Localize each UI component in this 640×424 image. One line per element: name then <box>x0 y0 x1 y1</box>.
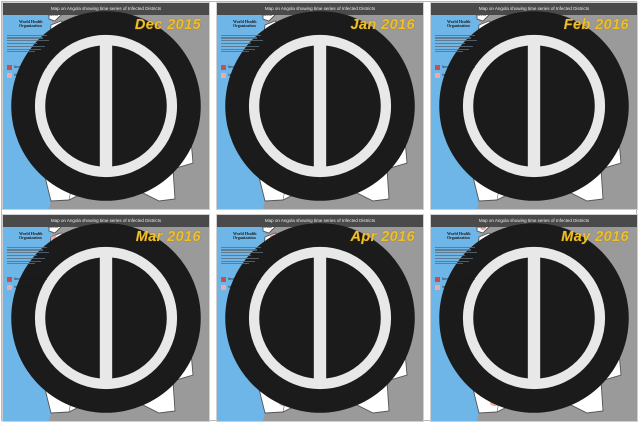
legend-label: Infected Districts <box>14 285 38 289</box>
who-emblem-icon <box>439 11 629 201</box>
legend-label: Infected Districts <box>228 285 252 289</box>
panel-caption: Map on Angola showing time series of Inf… <box>217 3 423 15</box>
map-panel: CabindaZaireUigeBengoLuandaCuanza NorteM… <box>217 3 423 209</box>
legend-label: Newly infected Districts <box>442 277 475 281</box>
who-emblem-icon <box>225 11 415 201</box>
org-name: World Health Organization <box>447 19 471 29</box>
info-text-block <box>435 33 477 54</box>
panel-caption: Map on Angola showing time series of Inf… <box>217 215 423 227</box>
org-name: World Health Organization <box>233 19 257 29</box>
info-text-block <box>7 245 49 266</box>
legend-label: Infected Districts <box>228 73 252 77</box>
org-name: World Health Organization <box>233 231 257 241</box>
legend-entry: Infected Districts <box>435 283 479 291</box>
legend-swatch <box>221 72 226 78</box>
legend-entry: Infected Districts <box>221 71 265 79</box>
legend-swatch <box>435 64 440 70</box>
legend-swatch <box>221 64 226 70</box>
who-emblem-icon <box>225 223 415 413</box>
who-emblem-icon <box>11 223 201 413</box>
map-legend: Newly infected Districts Infected Distric… <box>435 63 479 79</box>
legend-entry: Newly infected Districts <box>435 275 479 283</box>
province-label: Cabinda <box>262 225 272 229</box>
legend-swatch <box>7 284 12 290</box>
map-panel: CabindaZaireUigeBengoLuandaCuanza NorteM… <box>431 3 637 209</box>
month-label: Mar 2016 <box>135 229 201 245</box>
who-emblem-icon <box>11 11 201 201</box>
legend-label: Newly infected Districts <box>228 65 261 69</box>
info-text-block <box>435 245 477 266</box>
month-label: Dec 2015 <box>134 17 201 33</box>
panel-caption: Map on Angola showing time series of Inf… <box>431 215 637 227</box>
legend-entry: Newly infected Districts <box>7 275 51 283</box>
legend-entry: Newly infected Districts <box>7 63 51 71</box>
panel-caption: Map on Angola showing time series of Inf… <box>3 3 209 15</box>
map-legend: Newly infected Districts Infected Distric… <box>7 275 51 291</box>
map-panel: CabindaZaireUigeBengoLuandaCuanza NorteM… <box>217 215 423 421</box>
legend-label: Infected Districts <box>442 73 466 77</box>
map-grid: CabindaZaireUigeBengoLuandaCuanza NorteM… <box>3 3 637 421</box>
legend-swatch <box>435 72 440 78</box>
province-label: Cabinda <box>48 13 58 17</box>
legend-label: Infected Districts <box>442 285 466 289</box>
province-label: Cabinda <box>476 13 486 17</box>
map-legend: Newly infected Districts Infected Distric… <box>221 63 265 79</box>
month-label: Jan 2016 <box>350 17 415 33</box>
legend-label: Newly infected Districts <box>14 65 47 69</box>
map-legend: Newly infected Districts Infected Distric… <box>221 275 265 291</box>
legend-swatch <box>221 284 226 290</box>
province-label: Cabinda <box>48 225 58 229</box>
month-label: May 2016 <box>561 229 629 245</box>
legend-label: Newly infected Districts <box>442 65 475 69</box>
legend-entry: Newly infected Districts <box>221 63 265 71</box>
legend-label: Infected Districts <box>14 73 38 77</box>
month-label: Apr 2016 <box>350 229 415 245</box>
province-label: Cabinda <box>476 225 486 229</box>
legend-swatch <box>7 276 12 282</box>
map-legend: Newly infected Districts Infected Distric… <box>435 275 479 291</box>
province-label: Cabinda <box>262 13 272 17</box>
legend-entry: Infected Districts <box>7 71 51 79</box>
panel-caption: Map on Angola showing time series of Inf… <box>431 3 637 15</box>
info-text-block <box>7 33 49 54</box>
info-text-block <box>221 33 263 54</box>
month-label: Feb 2016 <box>563 17 629 33</box>
legend-entry: Infected Districts <box>7 283 51 291</box>
legend-entry: Infected Districts <box>435 71 479 79</box>
legend-swatch <box>7 64 12 70</box>
legend-swatch <box>435 276 440 282</box>
legend-entry: Newly infected Districts <box>435 63 479 71</box>
org-name: World Health Organization <box>447 231 471 241</box>
legend-entry: Infected Districts <box>221 283 265 291</box>
legend-swatch <box>7 72 12 78</box>
map-legend: Newly infected Districts Infected Distric… <box>7 63 51 79</box>
legend-swatch <box>221 276 226 282</box>
map-panel: CabindaZaireUigeBengoLuandaCuanza NorteM… <box>3 3 209 209</box>
legend-entry: Newly infected Districts <box>221 275 265 283</box>
panel-caption: Map on Angola showing time series of Inf… <box>3 215 209 227</box>
map-panel: CabindaZaireUigeBengoLuandaCuanza NorteM… <box>431 215 637 421</box>
org-name: World Health Organization <box>19 231 43 241</box>
legend-label: Newly infected Districts <box>228 277 261 281</box>
map-panel: CabindaZaireUigeBengoLuandaCuanza NorteM… <box>3 215 209 421</box>
info-text-block <box>221 245 263 266</box>
who-emblem-icon <box>439 223 629 413</box>
org-name: World Health Organization <box>19 19 43 29</box>
legend-swatch <box>435 284 440 290</box>
legend-label: Newly infected Districts <box>14 277 47 281</box>
